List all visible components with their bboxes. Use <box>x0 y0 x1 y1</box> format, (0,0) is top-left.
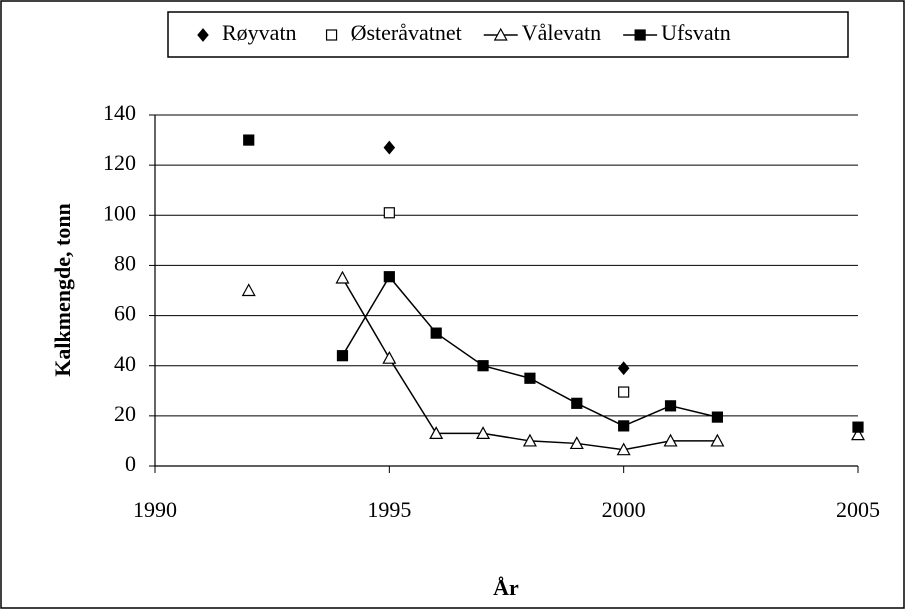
x-axis-label: År <box>493 575 519 600</box>
x-tick-label: 2000 <box>602 497 646 522</box>
data-point <box>477 360 489 372</box>
data-point <box>383 140 396 155</box>
legend-marker <box>493 27 508 41</box>
legend-marker <box>634 29 646 41</box>
data-point <box>383 207 395 219</box>
data-point <box>664 400 677 412</box>
data-point <box>476 426 491 440</box>
data-point <box>429 426 444 440</box>
data-point <box>663 433 678 447</box>
y-tick-label: 40 <box>114 351 136 376</box>
x-tick-label: 1995 <box>367 497 411 522</box>
x-tick-label: 2005 <box>836 497 880 522</box>
legend-label: Ufsvatn <box>661 20 731 45</box>
data-point <box>336 350 349 362</box>
legend-marker <box>197 28 209 42</box>
data-point <box>711 411 724 423</box>
y-tick-label: 80 <box>114 250 136 275</box>
data-point <box>571 397 583 409</box>
data-point <box>617 361 630 376</box>
y-tick-label: 120 <box>103 150 136 175</box>
legend-label: Røyvatn <box>222 20 297 45</box>
data-point <box>243 134 255 146</box>
data-point <box>569 436 584 450</box>
y-tick-label: 140 <box>103 100 136 125</box>
data-point <box>335 270 350 284</box>
y-tick-label: 60 <box>114 301 136 326</box>
y-axis-label: Kalkmengde, tonn <box>50 203 75 377</box>
y-tick-label: 20 <box>114 401 136 426</box>
legend-label: Vålevatn <box>522 20 601 45</box>
data-point <box>850 427 866 441</box>
data-point <box>522 433 537 447</box>
legend-marker <box>325 29 338 41</box>
y-tick-label: 100 <box>103 200 136 225</box>
data-point <box>618 386 630 398</box>
data-point <box>241 283 256 297</box>
data-point <box>382 350 397 364</box>
data-point <box>383 271 395 283</box>
data-point <box>852 421 864 433</box>
x-tick-label: 1990 <box>133 497 177 522</box>
data-point <box>524 372 536 384</box>
y-tick-label: 0 <box>125 451 136 476</box>
legend-label: Østeråvatnet <box>351 20 462 45</box>
data-point <box>430 327 442 339</box>
data-point <box>616 442 631 456</box>
data-point <box>618 420 630 432</box>
data-point <box>710 433 725 447</box>
